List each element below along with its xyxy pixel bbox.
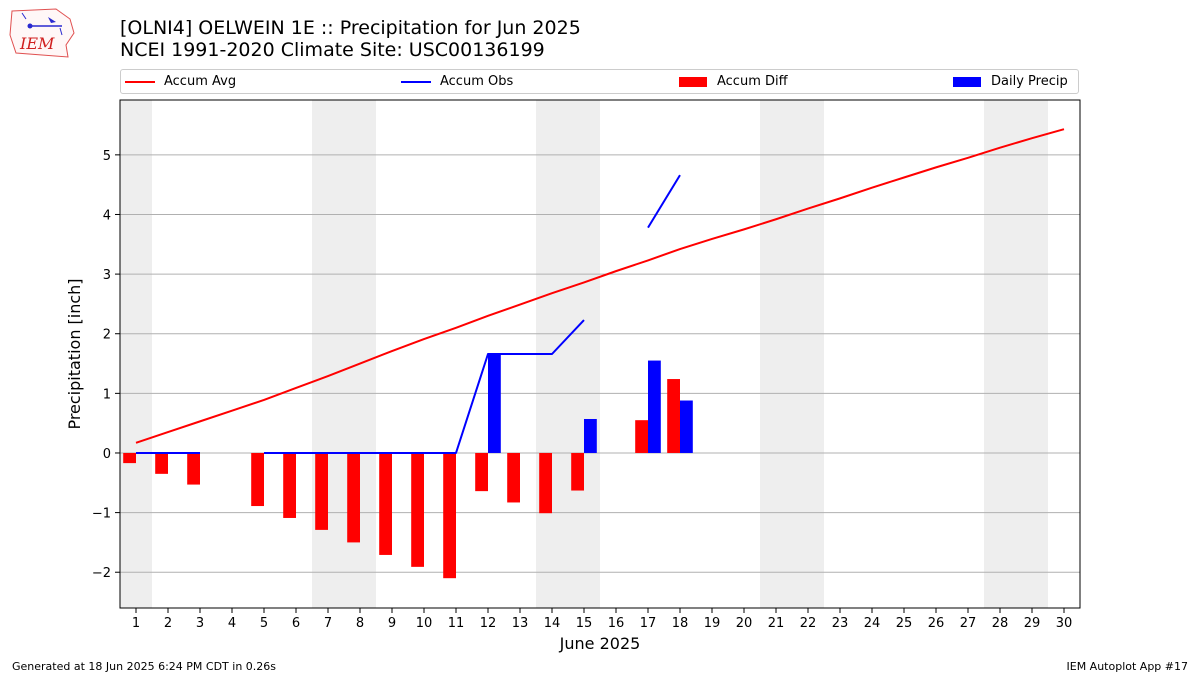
daily-precip-bar (648, 360, 661, 453)
x-tick-label: 20 (736, 616, 753, 631)
x-tick-label: 2 (164, 616, 172, 631)
accum-diff-bar (187, 452, 200, 485)
footer-generated: Generated at 18 Jun 2025 6:24 PM CDT in … (12, 660, 277, 673)
legend: Accum Avg Accum Obs Accum Diff Daily Pre… (120, 69, 1079, 94)
y-tick-label: 5 (103, 149, 111, 164)
x-tick-label: 24 (864, 616, 881, 631)
x-tick-label: 3 (196, 616, 204, 631)
plot-frame (119, 99, 1081, 609)
daily-precip-bar (584, 418, 597, 453)
daily-precip-bar (488, 354, 501, 453)
chart-subtitle: NCEI 1991-2020 Climate Site: USC00136199 (120, 39, 545, 61)
iem-logo: IEM (8, 5, 80, 59)
x-tick-label: 10 (416, 616, 433, 631)
x-tick-label: 13 (512, 616, 529, 631)
x-tick-label: 22 (800, 616, 817, 631)
x-tick-label: 30 (1056, 616, 1073, 631)
y-tick-label: −1 (92, 507, 111, 522)
x-tick-label: 11 (448, 616, 465, 631)
x-tick-label: 12 (480, 616, 497, 631)
y-tick-label: −2 (92, 566, 111, 581)
accum-diff-bar (411, 452, 424, 567)
x-tick-label: 9 (388, 616, 396, 631)
legend-label-accum-obs: Accum Obs (440, 74, 514, 89)
legend-item-accum-avg: Accum Avg (125, 70, 236, 93)
y-tick-label: 4 (103, 208, 111, 223)
accum-diff-bar (667, 379, 680, 453)
x-tick-label: 17 (640, 616, 657, 631)
accum-diff-bar (315, 452, 328, 530)
accum-diff-bar (251, 452, 264, 507)
weekend-shade (312, 100, 376, 608)
accum-diff-bar (155, 452, 168, 474)
accum-diff-bar (123, 452, 136, 464)
x-tick-label: 7 (324, 616, 332, 631)
accum-diff-bar (475, 452, 488, 492)
accum-diff-bar (635, 420, 648, 453)
weekend-shade (760, 100, 824, 608)
y-tick-label: 2 (103, 328, 111, 343)
legend-swatch-accum-avg (125, 80, 155, 83)
accum-diff-bar (347, 452, 360, 543)
accum-avg-line (135, 128, 1065, 444)
x-tick-label: 19 (704, 616, 721, 631)
accum-obs-line (647, 174, 681, 229)
footer-app: IEM Autoplot App #17 (1066, 660, 1189, 673)
accum-diff-bar (443, 452, 456, 579)
x-tick-label: 6 (292, 616, 300, 631)
accum-diff-bar (571, 452, 584, 491)
legend-item-daily-precip: Daily Precip (953, 70, 1068, 93)
x-tick-label: 28 (992, 616, 1009, 631)
x-tick-label: 29 (1024, 616, 1041, 631)
weekend-shade (984, 100, 1048, 608)
x-tick-label: 1 (132, 616, 140, 631)
weekend-shade (120, 100, 152, 608)
chart-title: [OLNI4] OELWEIN 1E :: Precipitation for … (120, 17, 581, 39)
accum-obs-line (264, 319, 585, 454)
x-tick-label: 5 (260, 616, 268, 631)
y-axis-label: Precipitation [inch] (65, 278, 84, 429)
legend-label-accum-avg: Accum Avg (164, 74, 237, 89)
legend-swatch-daily-precip (953, 76, 981, 87)
x-tick-label: 4 (228, 616, 236, 631)
legend-label-accum-diff: Accum Diff (717, 74, 788, 89)
x-tick-label: 21 (768, 616, 785, 631)
x-tick-label: 14 (544, 616, 561, 631)
x-axis-label: June 2025 (559, 634, 641, 653)
accum-diff-bar (507, 452, 520, 503)
accum-diff-bar (539, 452, 552, 514)
x-tick-label: 27 (960, 616, 977, 631)
accum-diff-bar (283, 452, 296, 518)
x-tick-label: 25 (896, 616, 913, 631)
accum-diff-bar (379, 452, 392, 555)
y-tick-label: 3 (103, 268, 111, 283)
legend-swatch-accum-diff (679, 76, 707, 87)
legend-label-daily-precip: Daily Precip (991, 74, 1068, 89)
x-tick-label: 23 (832, 616, 849, 631)
y-tick-label: 0 (103, 447, 111, 462)
x-tick-label: 26 (928, 616, 945, 631)
x-tick-label: 16 (608, 616, 625, 631)
legend-item-accum-obs: Accum Obs (401, 70, 513, 93)
legend-swatch-accum-obs (401, 80, 431, 83)
y-tick-label: 1 (103, 387, 111, 402)
x-tick-label: 15 (576, 616, 593, 631)
logo-text: IEM (19, 34, 55, 53)
x-tick-label: 8 (356, 616, 364, 631)
daily-precip-bar (680, 400, 693, 453)
legend-item-accum-diff: Accum Diff (679, 70, 788, 93)
x-tick-label: 18 (672, 616, 689, 631)
